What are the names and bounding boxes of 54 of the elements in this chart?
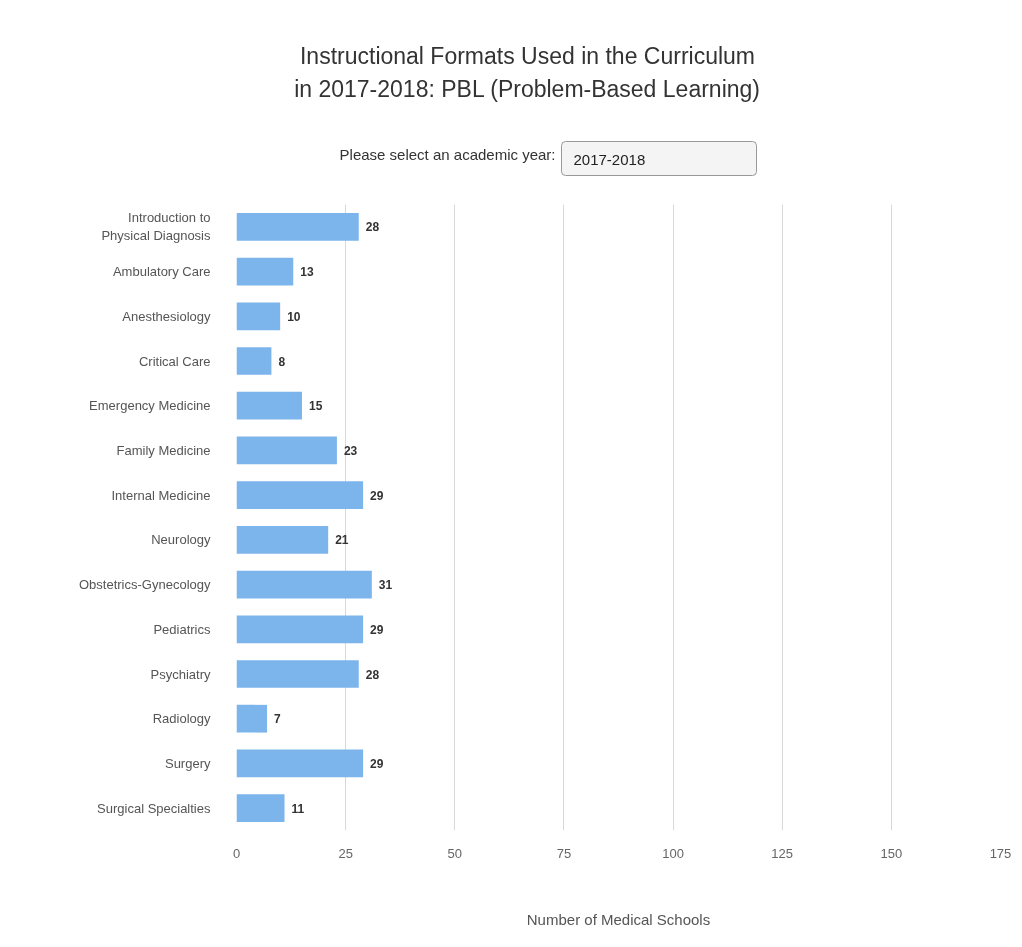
- bar: [236, 615, 364, 644]
- data-label: 31: [378, 578, 393, 593]
- bar: [236, 704, 268, 733]
- y-tick-label: Pediatrics: [153, 621, 211, 637]
- y-tick-label: Emergency Medicine: [89, 398, 211, 414]
- x-tick-label: 0: [232, 845, 241, 861]
- y-tick-label: Surgery: [164, 755, 211, 771]
- data-label: 13: [300, 265, 314, 280]
- y-tick-label: Family Medicine: [116, 442, 211, 458]
- data-label: 28: [365, 220, 380, 235]
- data-label: 29: [370, 756, 384, 771]
- data-label: 10: [287, 309, 301, 324]
- bar: [236, 302, 281, 331]
- y-tick-label: Obstetrics-Gynecology: [79, 577, 211, 593]
- bar: [236, 526, 329, 554]
- x-tick-label: 175: [989, 845, 1012, 861]
- y-tick-label: Introduction to Physical Diagnosis: [101, 210, 211, 244]
- bar: [236, 347, 272, 375]
- x-tick-label: 150: [880, 845, 903, 861]
- y-tick-label: Critical Care: [138, 353, 211, 369]
- text: Please select an academic year:: [339, 145, 556, 163]
- bar: [236, 391, 302, 420]
- bar: [236, 213, 359, 241]
- data-label: 29: [370, 622, 384, 637]
- chart-title: Instructional Formats Used in the Curriculum in 2017-2018: PBL (Problem-Based Learning): [294, 42, 760, 102]
- y-tick-label: Radiology: [152, 711, 211, 727]
- y-tick-label: Internal Medicine: [111, 487, 211, 503]
- x-axis-title: Number of Medical Schools: [526, 910, 711, 928]
- data-label: 15: [308, 399, 323, 414]
- bar: [236, 570, 372, 599]
- x-tick-label: 100: [662, 845, 684, 861]
- x-tick-label: 50: [447, 845, 463, 861]
- data-label: 23: [343, 443, 358, 458]
- data-label: 21: [335, 533, 349, 548]
- y-tick-label: Anesthesiology: [122, 308, 211, 324]
- data-label: 11: [291, 801, 305, 816]
- bar: [236, 436, 337, 465]
- text: 2017-2018: [573, 150, 646, 168]
- y-tick-label: Psychiatry: [150, 666, 211, 682]
- bar: [236, 481, 364, 509]
- data-label: 7: [274, 712, 282, 727]
- bar: [236, 257, 294, 286]
- bar: [236, 660, 359, 688]
- bar: [236, 749, 364, 778]
- y-tick-label: Ambulatory Care: [112, 264, 211, 280]
- data-label: 8: [278, 354, 286, 369]
- x-tick-label: 25: [338, 845, 353, 861]
- x-tick-label: 75: [556, 845, 572, 861]
- y-tick-label: Surgical Specialties: [97, 800, 211, 816]
- x-tick-label: 125: [771, 845, 794, 861]
- y-tick-label: Neurology: [151, 532, 211, 548]
- bar: [236, 794, 285, 822]
- data-label: 29: [370, 488, 384, 503]
- data-label: 28: [365, 667, 380, 682]
